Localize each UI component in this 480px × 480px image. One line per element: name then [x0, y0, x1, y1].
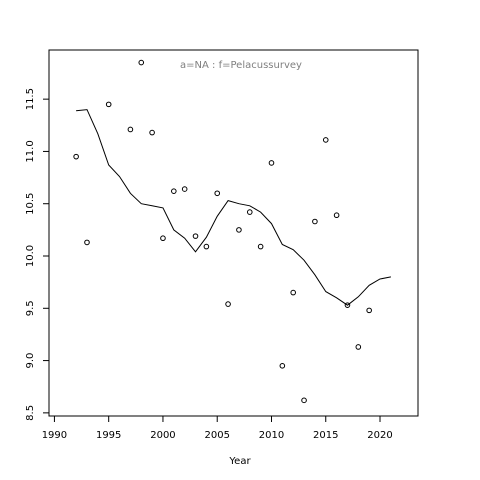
x-axis: 1990 1995 2000 2005 2010 2015 2020 [42, 415, 393, 441]
data-point [225, 301, 231, 307]
y-tick-label: 9.5 [25, 300, 36, 316]
data-point [268, 160, 275, 166]
data-point [312, 218, 318, 225]
data-point [84, 239, 90, 246]
x-tick-label: 2010 [259, 430, 284, 441]
data-point [160, 235, 166, 242]
data-point [355, 344, 362, 350]
points-series [73, 59, 372, 404]
x-tick-label: 2000 [150, 430, 175, 441]
data-point [192, 233, 199, 239]
data-point [73, 153, 79, 160]
x-axis-title: Year [228, 456, 251, 467]
data-point [105, 101, 112, 108]
y-tick-label: 8.5 [25, 405, 36, 421]
data-point [138, 59, 145, 66]
y-tick-label: 10.0 [25, 245, 36, 267]
data-point [181, 186, 188, 192]
y-tick-label: 10.5 [25, 193, 36, 215]
data-point [322, 137, 329, 143]
data-point [203, 243, 210, 250]
data-point [279, 363, 286, 369]
y-tick-label: 11.5 [25, 88, 36, 110]
trend-line-series [76, 109, 391, 306]
x-tick-label: 1990 [42, 430, 67, 441]
x-tick-label: 2015 [313, 430, 338, 441]
data-point [301, 397, 307, 404]
data-point [290, 289, 296, 296]
data-point [127, 126, 134, 133]
data-point [333, 212, 340, 219]
y-axis: 8.5 9.0 9.5 10.0 10.5 11.0 11.5 [25, 88, 50, 421]
x-tick-label: 2020 [367, 430, 392, 441]
data-point [171, 188, 177, 194]
data-point [214, 190, 221, 197]
chart-annotation: a=NA : f=Pelacussurvey [180, 60, 302, 71]
x-tick-label: 2005 [204, 430, 229, 441]
data-point [344, 302, 351, 308]
data-point [257, 243, 264, 250]
data-point [236, 227, 242, 233]
y-tick-label: 9.0 [25, 353, 36, 369]
trend-line [76, 109, 391, 306]
data-point [149, 129, 155, 136]
plot-frame [48, 49, 419, 417]
x-tick-label: 1995 [96, 430, 121, 441]
data-point [366, 307, 372, 314]
y-tick-label: 11.0 [25, 140, 36, 162]
data-point [246, 209, 253, 215]
